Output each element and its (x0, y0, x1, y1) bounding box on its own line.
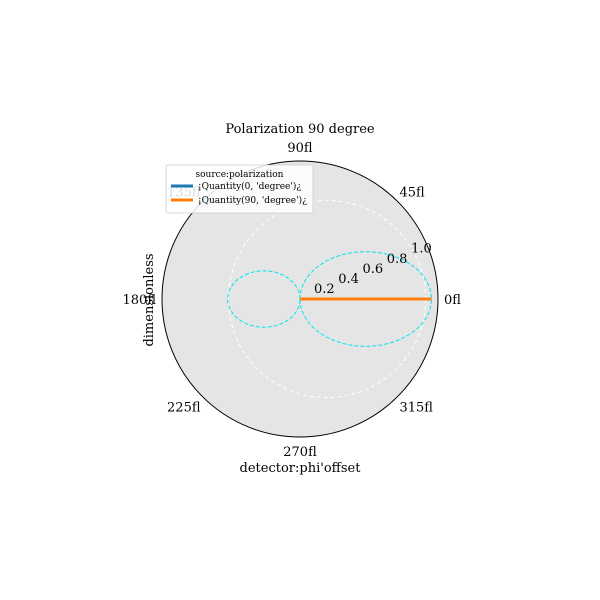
theta-tick-label-0: 0fl (444, 293, 461, 308)
legend-entry-0: ¡Quantity(0, 'degree')¿ (198, 181, 301, 192)
theta-tick-label-6: 270fl (283, 445, 317, 460)
legend-title: source:polarization (196, 170, 284, 180)
r-tick-label-0: 0.2 (314, 282, 335, 297)
legend-box (165, 164, 314, 214)
polar-frame (161, 160, 439, 438)
r-tick-label-2: 0.6 (363, 262, 384, 277)
series-dashed-left-lobe (227, 270, 301, 328)
theta-tick-label-5: 225fl (167, 400, 201, 415)
plot-area: 0.20.40.60.81.00fl45fl90fl135fl180fl225f… (123, 141, 462, 460)
theta-tick-label-2: 90fl (287, 141, 313, 156)
x-axis-label: detector:phi'offset (240, 461, 362, 476)
r-tick-label-1: 0.4 (338, 272, 359, 287)
theta-tick-label-7: 315fl (399, 400, 433, 415)
r-tick-label-3: 0.8 (387, 252, 408, 267)
r-tick-label-4: 1.0 (411, 242, 432, 257)
theta-tick-label-4: 180fl (123, 293, 157, 308)
legend-entry-1: ¡Quantity(90, 'degree')¿ (198, 195, 307, 206)
theta-tick-label-1: 45fl (399, 186, 425, 201)
y-axis-label: dimensionless (142, 253, 157, 346)
series-dashed-right-lobe (299, 251, 432, 347)
legend: source:polarization¡Quantity(0, 'degree'… (165, 164, 314, 214)
chart-title: Polarization 90 degree (225, 122, 375, 137)
